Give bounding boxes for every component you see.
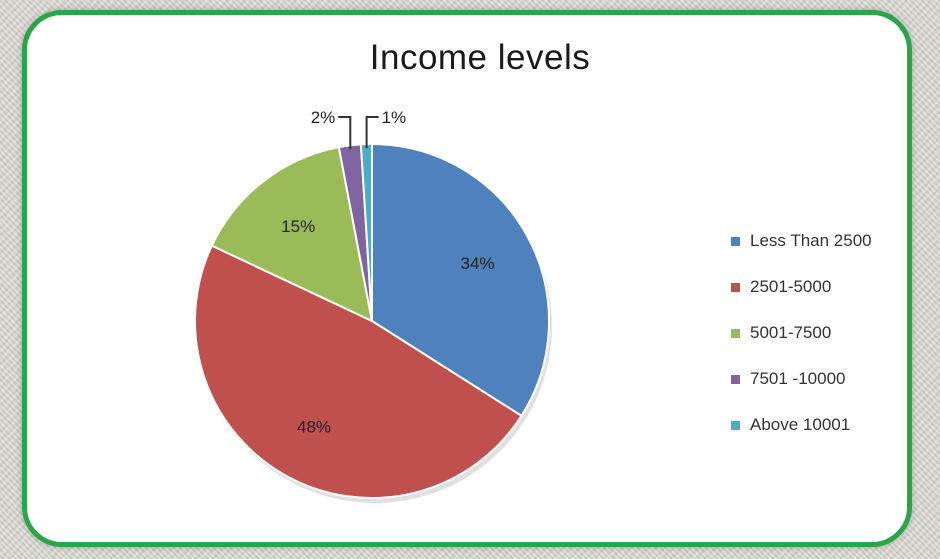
pie-slice-5001-7500 [210, 145, 374, 323]
legend-item-7501-10000: 7501 -10000 [731, 356, 916, 402]
data-label-less-than-2500: 34% [460, 254, 494, 273]
legend-swatch [731, 374, 740, 384]
legend-item-2501-5000: 2501-5000 [731, 264, 916, 310]
legend-item-less-than-2500: Less Than 2500 [731, 218, 916, 264]
legend-label: 7501 -10000 [750, 369, 846, 388]
legend-item-5001-7500: 5001-7500 [731, 310, 916, 356]
legend-swatch [731, 236, 740, 246]
legend-swatch [731, 282, 740, 292]
chart-legend: Less Than 2500 2501-5000 5001-7500 7501 -10… [731, 218, 916, 448]
legend-label: Above 10001 [750, 415, 851, 434]
leader-line-above-10001 [365, 116, 379, 149]
legend-label: 5001-7500 [750, 323, 832, 342]
legend-swatch [731, 328, 740, 338]
legend-label: 2501-5000 [750, 277, 832, 296]
data-label-7501-10000: 2% [311, 108, 336, 127]
pie-slice-less-than-2500 [371, 142, 550, 418]
chart-title: Income levels [369, 38, 591, 77]
legend-item-above-10001: Above 10001 [731, 402, 916, 448]
data-label-5001-7500: 15% [281, 217, 315, 236]
pie-slice-2501-5000 [194, 244, 523, 499]
leader-line-7501-10000 [338, 116, 352, 150]
legend-swatch [731, 420, 740, 430]
data-label-2501-5000: 48% [297, 418, 331, 437]
data-label-above-10001: 1% [382, 108, 407, 127]
legend-label: Less Than 2500 [750, 231, 872, 250]
